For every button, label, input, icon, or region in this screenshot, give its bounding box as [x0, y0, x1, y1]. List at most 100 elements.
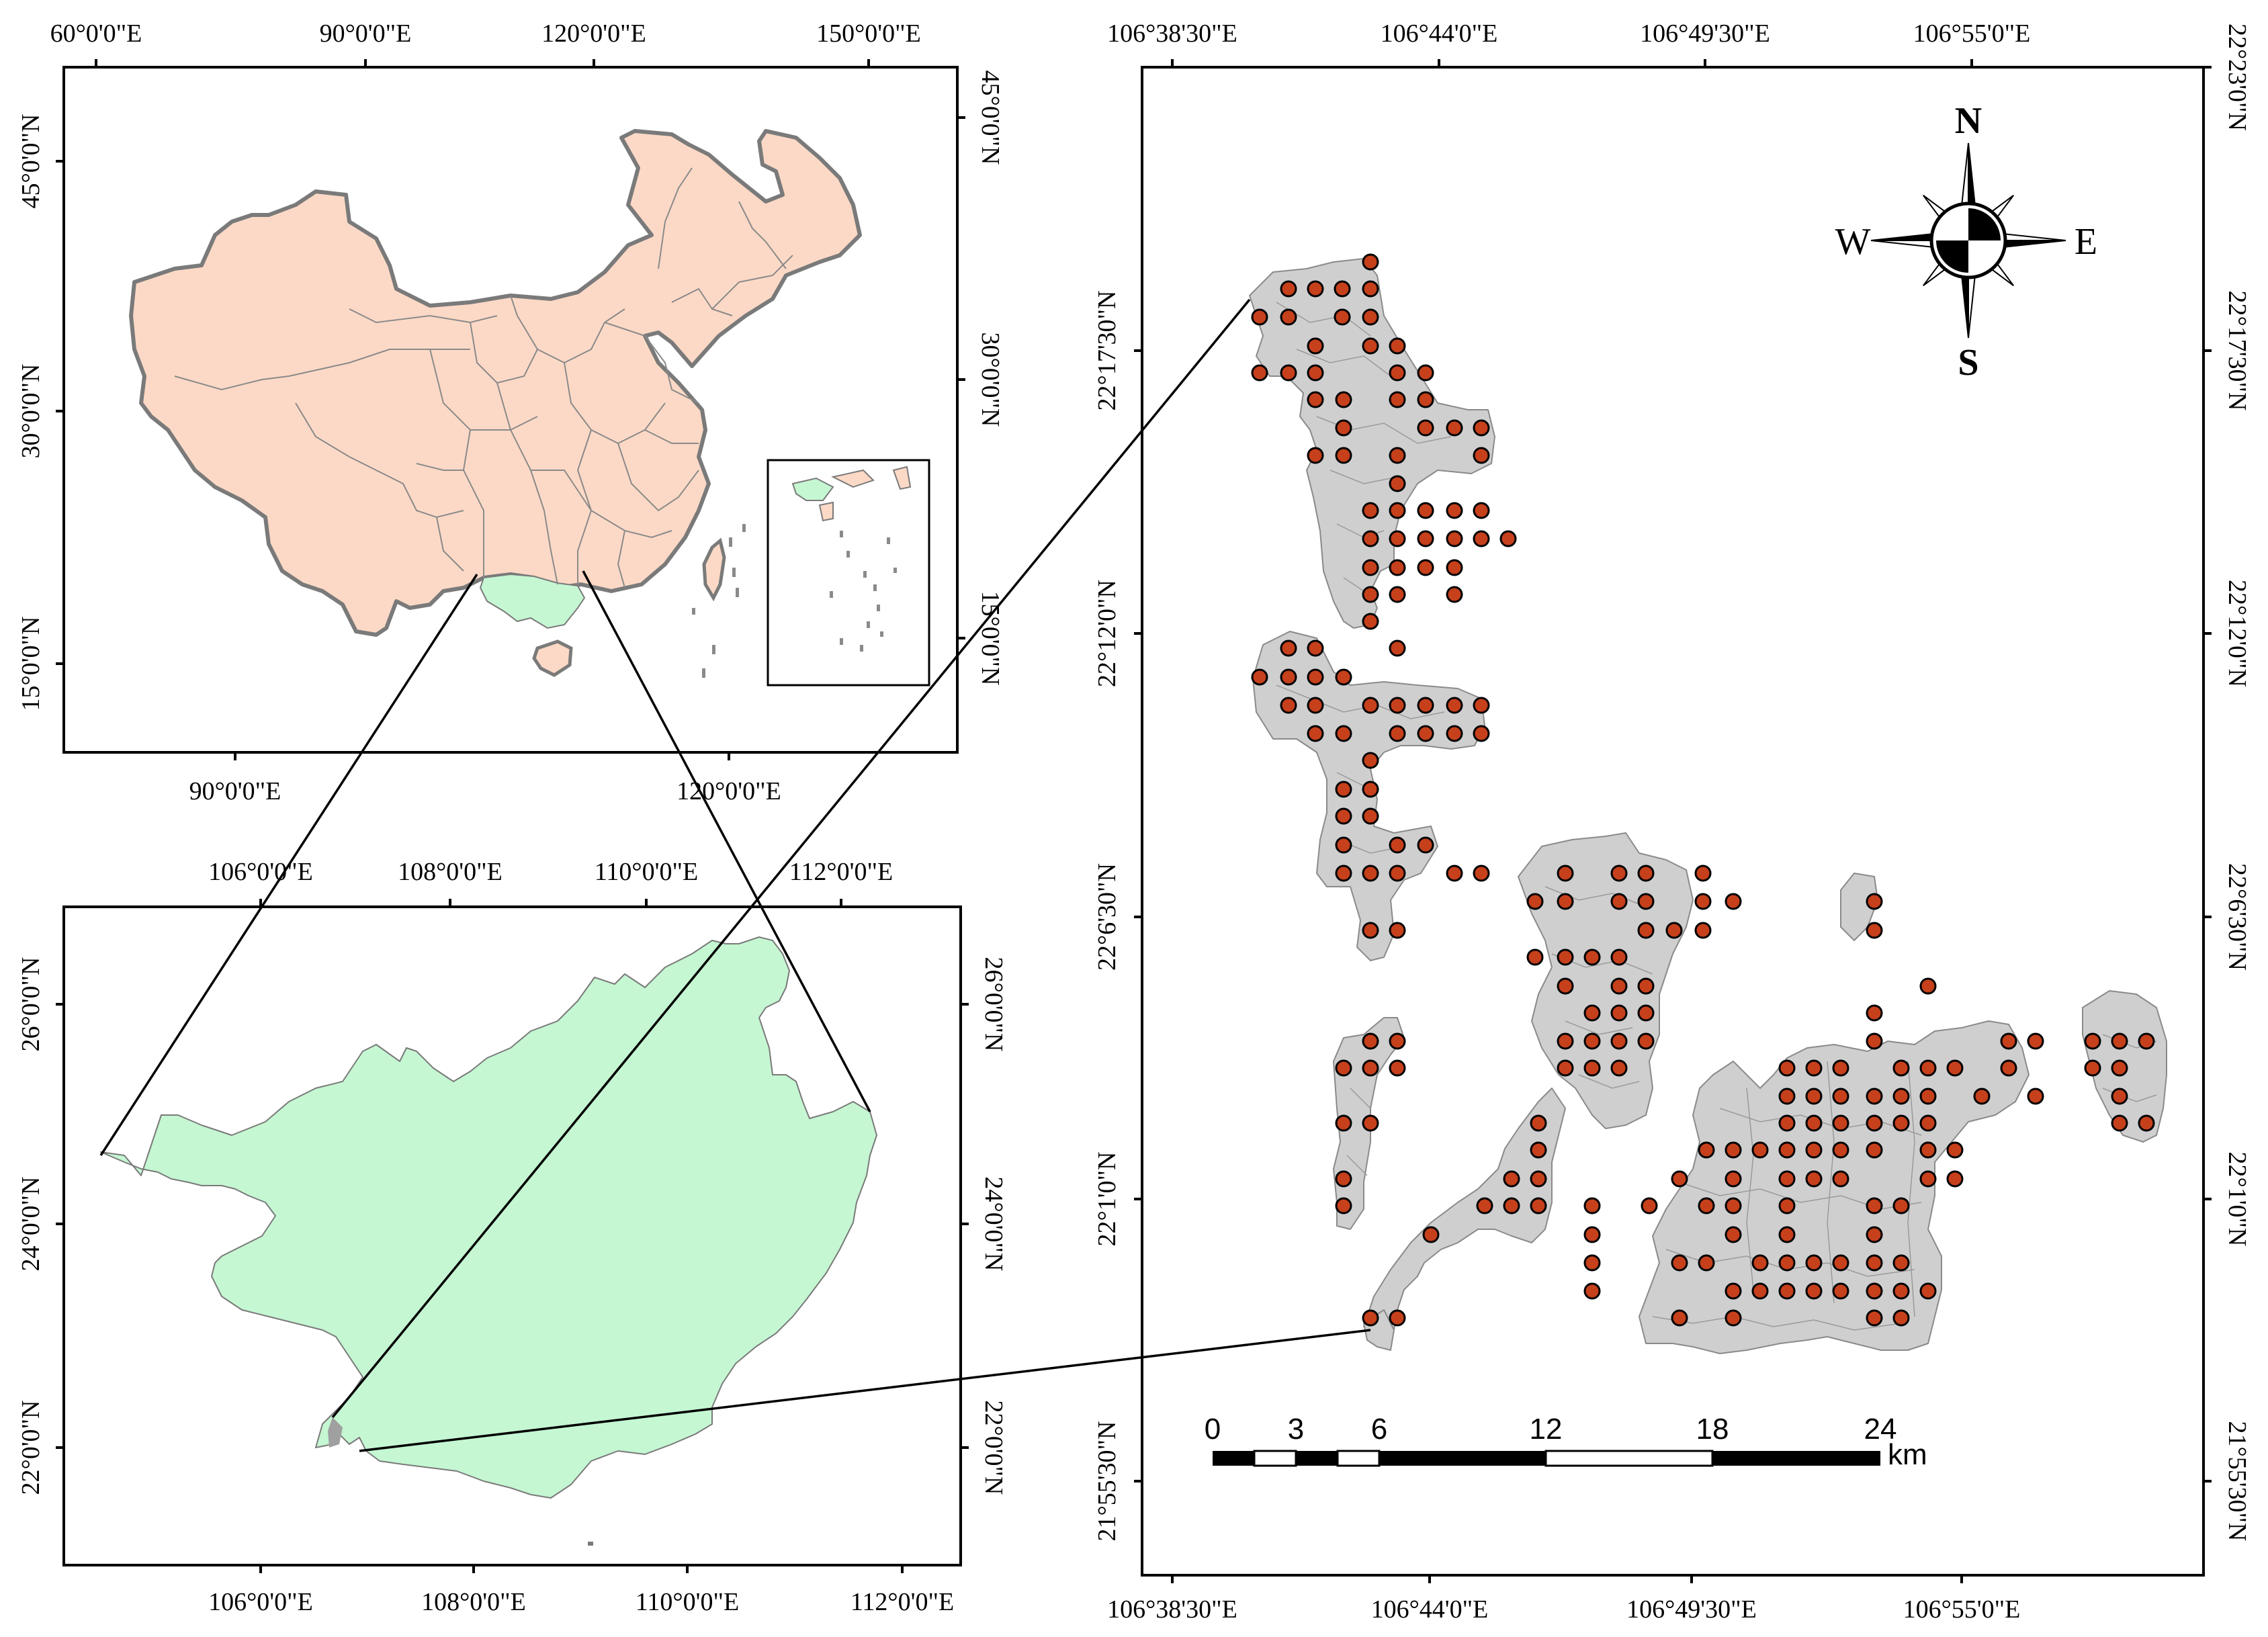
sample-point [1946, 1141, 1964, 1159]
study-left-tick-1: 22°17'30"N [1093, 291, 1121, 411]
sample-point [1417, 530, 1434, 547]
sample-point [1389, 922, 1406, 939]
sample-point [1280, 308, 1297, 326]
sample-point [1778, 1088, 1796, 1105]
sample-point [1866, 1254, 1883, 1272]
sample-point [1280, 364, 1297, 382]
sample-point [1362, 337, 1379, 355]
sample-point [1307, 280, 1324, 298]
china-left-tick-1: 45°0'0"N [17, 114, 45, 209]
sample-point [1362, 308, 1379, 326]
sample-point [1307, 364, 1324, 382]
sample-point [1671, 1254, 1688, 1272]
sample-point [1362, 502, 1379, 519]
sample-point [1805, 1088, 1823, 1105]
sample-point [1446, 530, 1463, 547]
sample-point [1805, 1059, 1823, 1077]
sample-point [1832, 1059, 1849, 1077]
sample-point [1307, 668, 1324, 686]
guangxi-top-tick-4: 112°0'0"E [789, 858, 893, 886]
sample-point [1362, 530, 1379, 547]
sample-point [1557, 893, 1574, 910]
sample-point [1417, 836, 1434, 854]
china-left-tick-2: 30°0'0"N [17, 364, 45, 459]
sample-point [1389, 337, 1406, 355]
sample-point [1473, 419, 1490, 437]
sample-point [1637, 977, 1655, 995]
study-right-tick-3: 22°12'0"N [2223, 580, 2251, 687]
sample-point [1805, 1114, 1823, 1132]
sample-point [1307, 697, 1324, 714]
china-top-tick-4: 150°0'0"E [816, 19, 921, 48]
sample-point [1389, 725, 1406, 742]
study-left-tick-2: 22°12'0"N [1093, 580, 1121, 687]
sample-point [1389, 559, 1406, 576]
sample-point [1389, 1309, 1406, 1327]
sample-point [1335, 391, 1352, 408]
sample-point [1446, 697, 1463, 714]
sample-point [1446, 865, 1463, 882]
sample-point [1389, 502, 1406, 519]
sample-point [2027, 1032, 2044, 1050]
sample-point [1805, 1141, 1823, 1159]
sample-point [1694, 893, 1712, 910]
sample-point [1778, 1226, 1796, 1243]
sample-point [1946, 1170, 1964, 1188]
sample-point [1583, 1059, 1601, 1077]
sample-point [1473, 530, 1490, 547]
china-ticks [56, 59, 965, 760]
sample-point [1446, 502, 1463, 519]
sample-point [1335, 668, 1352, 686]
china-right-tick-3: 15°0'0"N [976, 591, 1004, 686]
china-right-tick-1: 45°0'0"N [976, 71, 1004, 165]
sample-point [1866, 1197, 1883, 1214]
sample-point [1583, 1282, 1601, 1300]
sample-point [1610, 865, 1628, 882]
scale-label-24: 24 [1864, 1413, 1897, 1446]
study-top-tick-2: 106°44'0"E [1381, 19, 1498, 48]
sample-point [1362, 253, 1379, 271]
study-bottom-tick-1: 106°38'30"E [1107, 1595, 1237, 1624]
sample-point [1583, 1004, 1601, 1022]
sample-point [1362, 865, 1379, 882]
sample-point [2138, 1032, 2155, 1050]
hainan-island [532, 639, 573, 677]
small-island [588, 1542, 593, 1546]
sample-point [1335, 1059, 1352, 1077]
sample-point [1832, 1170, 1849, 1188]
guangxi-top-tick-1: 106°0'0"E [208, 858, 313, 886]
province-boundaries [174, 167, 793, 588]
sample-point [1694, 865, 1712, 882]
sample-point [1335, 865, 1352, 882]
china-landmass [129, 129, 862, 637]
sample-point [1335, 1114, 1352, 1132]
sample-point [1417, 391, 1434, 408]
scale-label-18: 18 [1696, 1413, 1729, 1446]
study-right-tick-6: 21°55'30"N [2223, 1421, 2251, 1542]
sample-point [1610, 893, 1628, 910]
sample-point [1526, 948, 1544, 966]
sample-point [1335, 447, 1352, 464]
sample-point [1694, 922, 1712, 939]
sample-point [1417, 559, 1434, 576]
sample-point [1583, 948, 1601, 966]
sample-point [1671, 1170, 1688, 1188]
sample-point [1307, 447, 1324, 464]
sample-point [1417, 502, 1434, 519]
sample-point [1637, 1004, 1655, 1022]
guangxi-right-tick-3: 22°0'0"N [979, 1401, 1008, 1495]
sample-point [1610, 1059, 1628, 1077]
sample-point [1557, 1032, 1574, 1050]
sample-point [1892, 1088, 1910, 1105]
sample-points [1251, 253, 2155, 1327]
study-top-tick-4: 106°55'0"E [1913, 19, 2031, 48]
sample-point [1778, 1197, 1796, 1214]
study-left-tick-4: 22°1'0"N [1093, 1152, 1121, 1247]
taiwan-island [702, 537, 726, 602]
sample-point [1919, 1114, 1937, 1132]
study-right-tick-2: 22°17'30"N [2223, 291, 2251, 411]
sample-point [1832, 1088, 1849, 1105]
sample-point [1362, 922, 1379, 939]
south-china-sea-islands [692, 524, 746, 678]
sample-point [1919, 1170, 1937, 1188]
